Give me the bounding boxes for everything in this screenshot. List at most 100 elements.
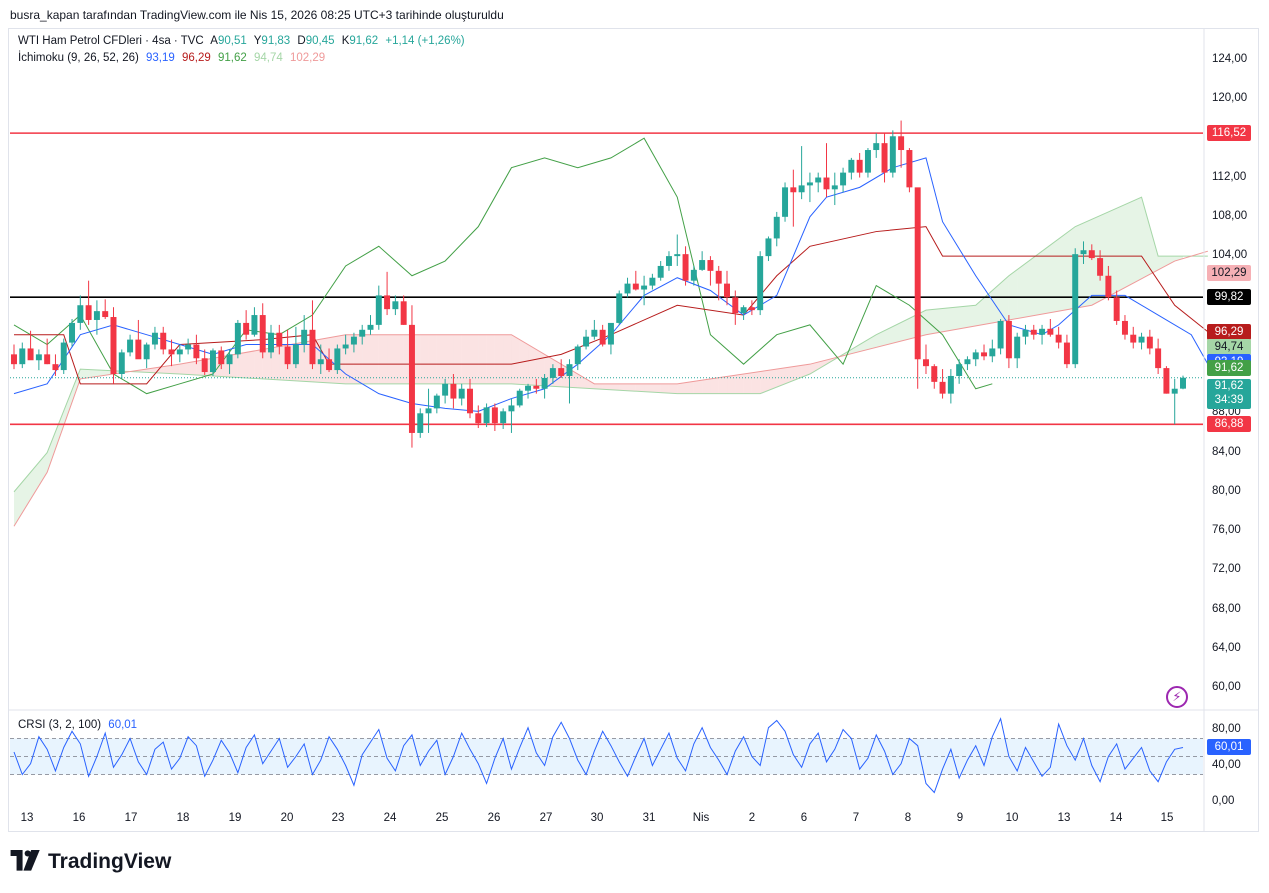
cloud-bear-segment [644,383,653,393]
lightning-icon[interactable]: ⚡ [1166,686,1188,708]
cloud-bull-segment [1149,226,1159,275]
ichimoku-span-b-value: 102,29 [289,52,326,64]
candle-body [102,311,109,318]
candle-body [599,329,606,345]
price-tick-label: 68,00 [1212,602,1241,615]
candle-body [218,350,225,365]
cloud-bull-segment [63,389,73,426]
candle-body [185,344,192,350]
candle-body [392,301,399,310]
date-tick-label: 17 [124,812,138,824]
cloud-bear-segment [246,350,255,379]
candle-body [375,295,382,325]
price-tick-label: 64,00 [1212,642,1241,655]
price-tick-label: 72,00 [1212,563,1241,576]
price-tick-label: 124,00 [1212,52,1248,65]
cloud-bull-segment [967,305,976,328]
cloud-bull-segment [38,452,48,486]
cloud-bear-segment [469,334,479,384]
candle-body [815,177,822,183]
cloud-bear-segment [586,378,595,389]
candle-body [1047,328,1054,335]
cloud-bull-segment [942,307,951,332]
cloud-bull-segment [884,326,893,346]
candle-body [864,150,871,173]
cloud-bear-segment [652,383,661,393]
cloud-bear-segment [635,383,645,392]
cloud-bear-segment [453,334,462,384]
cloud-bear-segment [751,371,761,394]
candle-body [898,136,905,151]
candle-body [251,315,258,335]
price-label-badge: 91,62 [1207,359,1251,376]
crsi-pane [8,29,1258,831]
cloud-bear-segment [718,376,728,394]
candle-body [1097,258,1104,276]
cloud-bull-segment [1042,245,1051,315]
brand-name: TradingView [48,850,172,873]
price-label-text: 99,82 [1214,291,1244,304]
candle-body [35,354,42,361]
candle-body [533,385,540,389]
candle-body [1080,250,1087,255]
cloud-bear-segment [378,334,388,384]
cloud-bull-segment [992,283,1001,323]
price-label-badge: 99,82 [1207,289,1251,306]
cloud-bear-segment [528,344,537,386]
ichimoku-span-a-value: 94,74 [253,52,283,64]
crsi-value: 60,01 [108,719,138,731]
span-a-line [13,196,1208,493]
date-tick-label: 16 [72,812,86,824]
candle-body [11,354,17,365]
candle-body [52,364,59,371]
crsi-legend: CRSI (3, 2, 100) 60,01 [18,719,141,731]
cloud-bear-segment [511,334,520,385]
crsi-tick-label: 0,00 [1212,794,1235,807]
candle-body [276,332,283,347]
cloud-bull-segment [88,369,97,378]
price-label-text: 91,62 [1214,379,1244,392]
lagging-span-line [13,137,993,395]
cloud-bull-segment [1108,208,1117,297]
candle-body [85,305,92,320]
candle-body [77,305,84,323]
cloud-bear-segment [370,334,379,384]
candle-body [127,339,134,353]
cloud-bear-segment [743,372,752,394]
candle-body [823,177,830,190]
ichimoku-name[interactable]: İchimoku (9, 26, 52, 26) [18,52,139,64]
symbol-legend: WTI Ham Petrol CFDleri · 4sa · TVC A90,5… [18,35,469,47]
cloud-bull-segment [901,318,910,342]
bar-countdown: 34:39 [1214,393,1244,406]
candle-body [508,405,515,412]
crsi-name[interactable]: CRSI (3, 2, 100) [18,719,102,731]
cloud-bear-segment [320,337,330,383]
candle-body [607,322,614,345]
candle-body [848,159,855,173]
crsi-value-badge: 60,01 [1207,739,1251,756]
candle-body [1155,348,1162,369]
cloud-bull-segment [950,306,960,331]
cloud-bear-segment [179,362,189,375]
candle-body [110,317,117,374]
candle-body [981,352,988,357]
cloud-bear-segment [262,347,272,380]
cloud-bear-segment [271,346,280,380]
candle-body [939,381,946,394]
price-tick-label: 112,00 [1212,170,1247,183]
cloud-bear-segment [809,362,819,374]
candle-body [516,390,523,406]
symbol-name[interactable]: WTI Ham Petrol CFDleri · 4sa · TVC [18,35,204,47]
cloud-bull-segment [851,344,860,354]
date-tick-label: 10 [1005,812,1019,824]
cloud-bull-segment [1091,215,1101,306]
cloud-bear-segment [254,349,263,379]
cloud-bull-segment [1017,263,1026,319]
low-label: D [297,35,306,47]
date-tick-label: 14 [1109,812,1123,824]
candle-body [997,320,1004,349]
candle-body [491,407,498,424]
crsi-tick-label: 40,00 [1212,758,1241,771]
candle-body [450,383,457,399]
